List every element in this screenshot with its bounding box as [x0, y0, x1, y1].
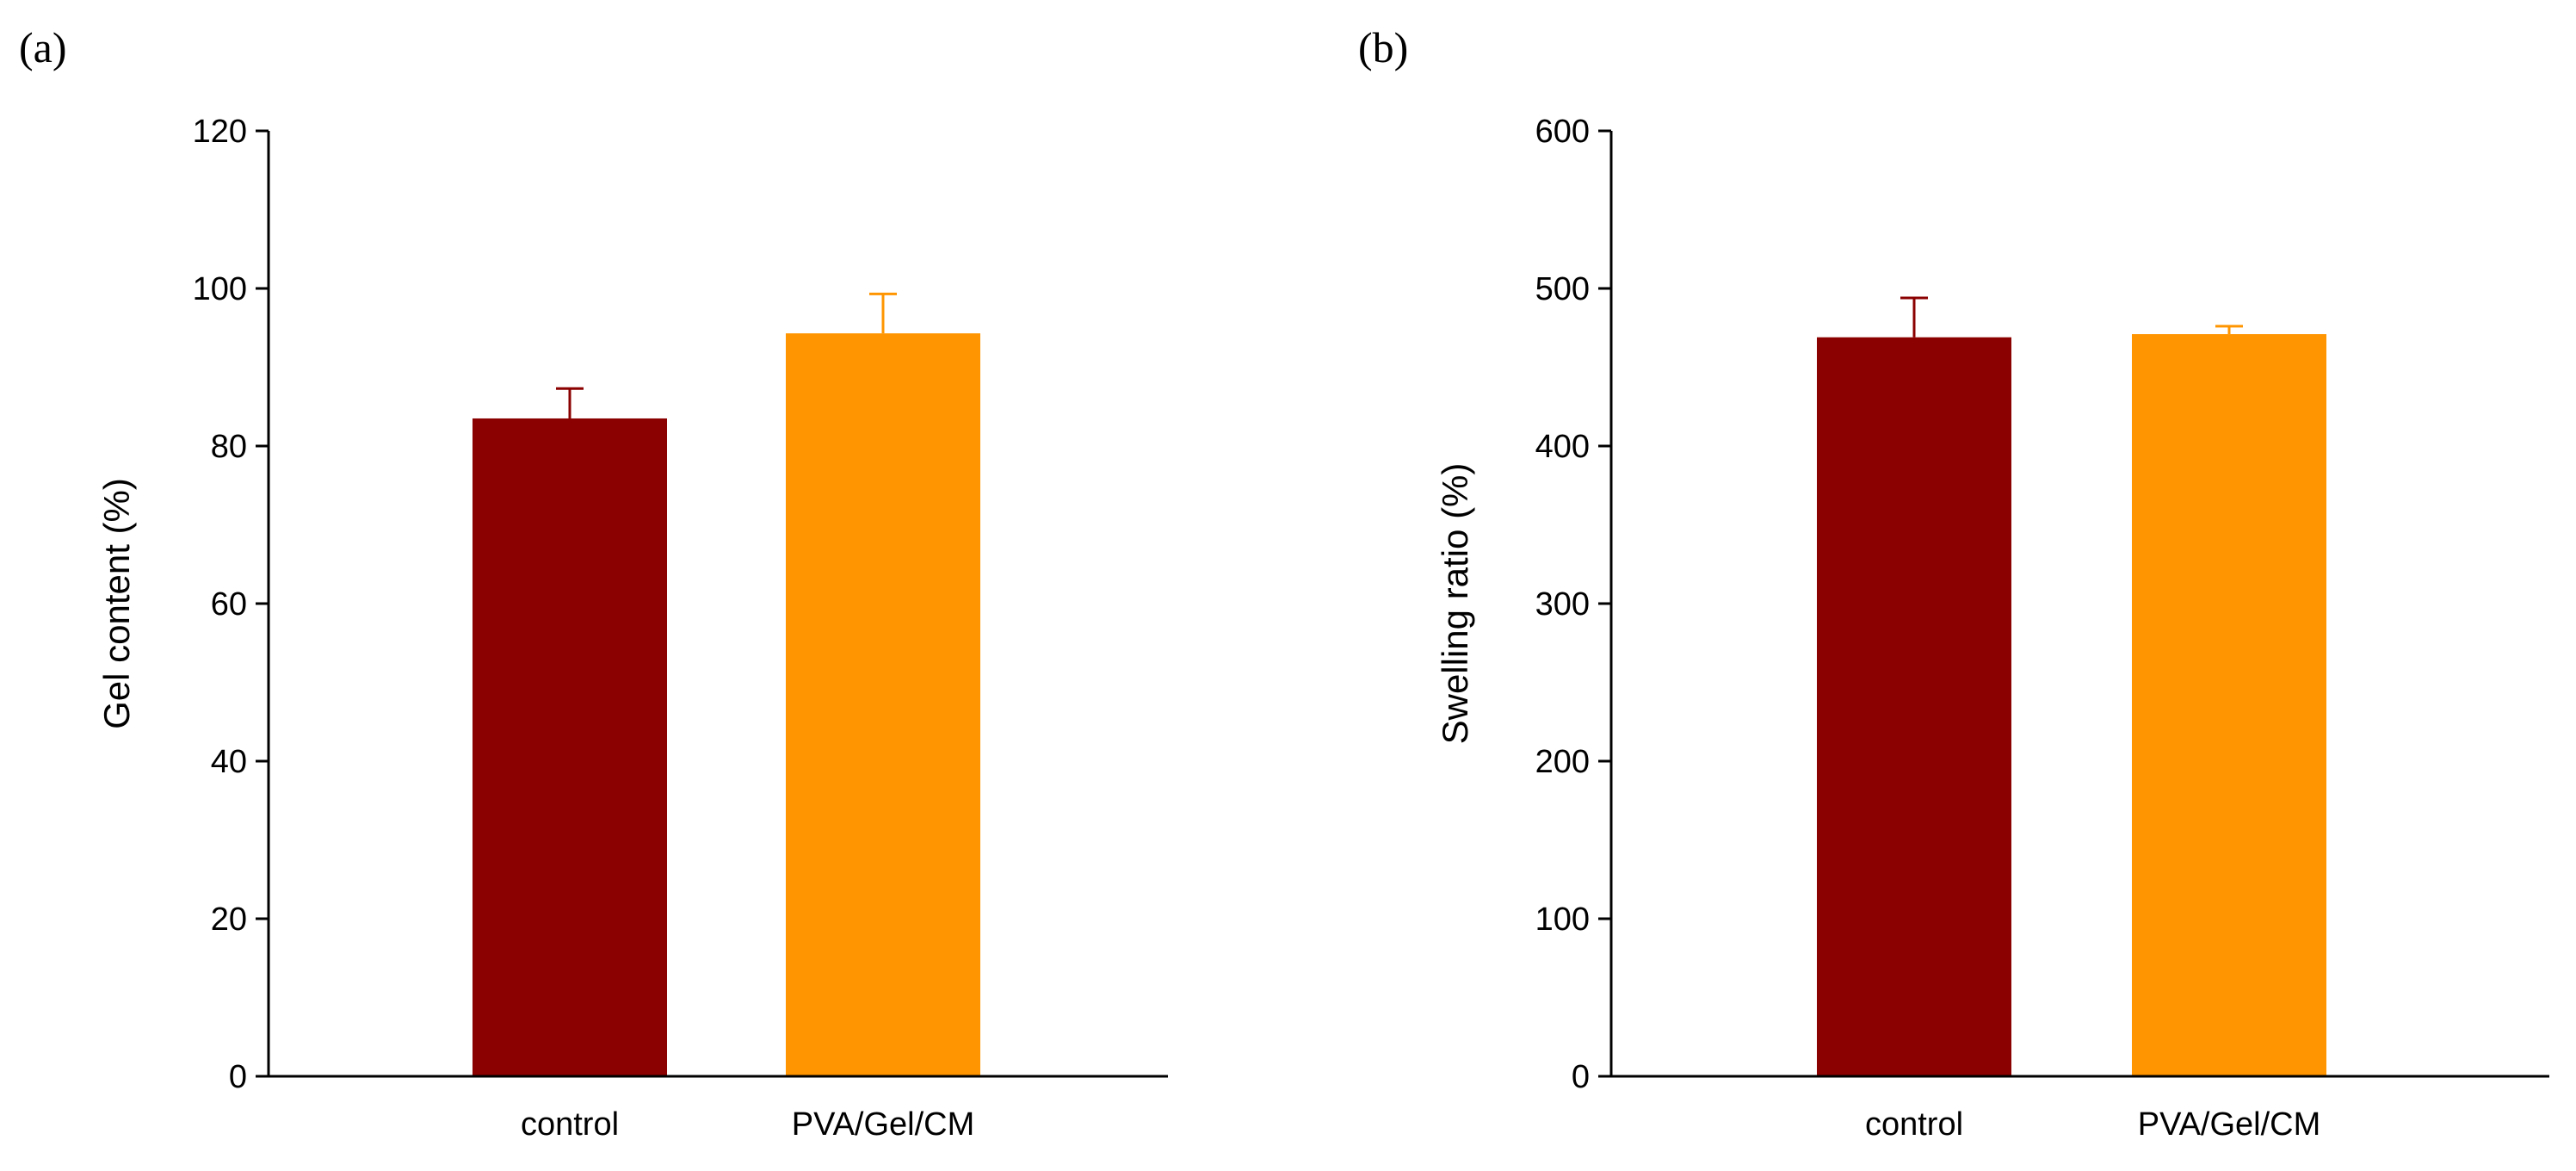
chart-panel-b: (b) control PVA/Gel/CM 0 100 200 300 400 500 600 S…	[1358, 23, 2549, 1143]
x-tick-label: PVA/Gel/CM	[792, 1106, 975, 1143]
bar-pva-gel-cm	[2132, 334, 2326, 1076]
y-tick-label: 100	[1535, 901, 1590, 938]
error-bar	[2215, 325, 2243, 335]
bar-pva-gel-cm	[786, 333, 980, 1076]
y-tick-label: 60	[211, 586, 247, 623]
y-tick-label: 500	[1535, 271, 1590, 307]
bar-control	[1817, 337, 2011, 1077]
x-tick-label: control	[1865, 1106, 1963, 1143]
x-tick-label: control	[521, 1106, 619, 1143]
error-bar	[1900, 296, 1928, 338]
y-tick-label: 120	[193, 114, 247, 150]
y-tick-label: 20	[211, 901, 247, 938]
panel-label: (a)	[19, 23, 67, 71]
y-tick-label: 0	[229, 1059, 247, 1095]
x-tick-label: PVA/Gel/CM	[2138, 1106, 2321, 1143]
bar-control	[473, 418, 667, 1077]
y-tick-label: 40	[211, 744, 247, 780]
y-tick-label: 80	[211, 429, 247, 465]
y-tick-label: 600	[1535, 114, 1590, 150]
error-bar	[869, 292, 897, 334]
y-tick-label: 200	[1535, 744, 1590, 780]
y-axis-title: Gel content (%)	[96, 478, 137, 729]
y-tick-label: 300	[1535, 586, 1590, 623]
error-bar	[556, 387, 584, 418]
panel-label: (b)	[1358, 23, 1408, 71]
chart-panel-a: (a) control PVA/Gel/CM 0 20 40 60 80 100 120 Gel c…	[19, 23, 1168, 1143]
y-axis-title: Swelling ratio (%)	[1435, 463, 1475, 745]
y-tick-label: 100	[193, 271, 247, 307]
y-tick-label: 400	[1535, 429, 1590, 465]
y-tick-label: 0	[1572, 1059, 1590, 1095]
